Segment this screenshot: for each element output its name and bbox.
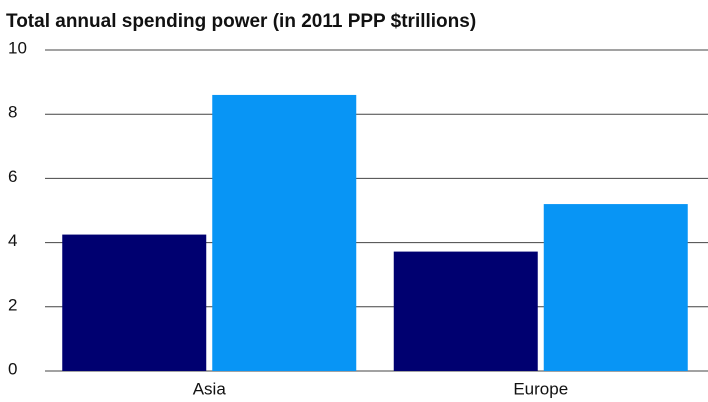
- bar: [393, 251, 538, 371]
- bar: [212, 94, 357, 371]
- y-tick-label: 4: [8, 231, 17, 250]
- y-tick-label: 0: [8, 359, 17, 378]
- x-tick-label: Europe: [513, 379, 568, 398]
- y-tick-label: 2: [8, 295, 17, 314]
- y-tick-label: 10: [8, 38, 27, 57]
- y-tick-label: 6: [8, 167, 17, 186]
- chart-title: Total annual spending power (in 2011 PPP…: [6, 11, 476, 32]
- bar: [62, 234, 207, 371]
- y-tick-label: 8: [8, 103, 17, 122]
- bar: [543, 204, 688, 371]
- x-tick-label: Asia: [193, 379, 227, 398]
